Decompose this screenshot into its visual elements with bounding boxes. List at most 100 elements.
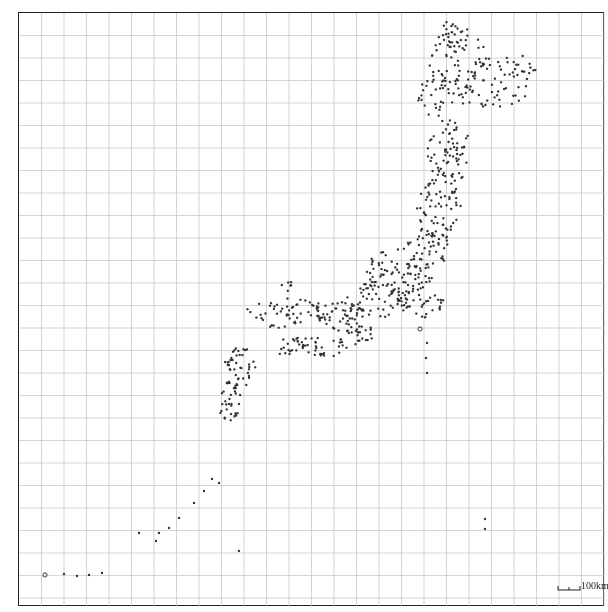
- station-dot: [377, 285, 380, 289]
- station-dot: [448, 132, 452, 135]
- station-dot: [396, 302, 399, 306]
- station-dot: [233, 390, 237, 393]
- station-dot: [356, 334, 359, 337]
- station-dot: [444, 154, 447, 157]
- station-dot: [436, 221, 439, 225]
- station-dot: [409, 241, 412, 244]
- station-dot: [340, 340, 344, 344]
- station-dot: [431, 54, 434, 57]
- station-dot: [273, 305, 276, 308]
- station-dot: [319, 317, 322, 320]
- station-dot: [474, 61, 477, 64]
- station-dot: [234, 373, 237, 377]
- station-dot: [534, 68, 537, 72]
- station-dot: [326, 313, 329, 316]
- station-dot: [445, 28, 448, 31]
- station-dot: [435, 49, 438, 52]
- station-dot: [381, 283, 385, 287]
- station-dot: [421, 286, 425, 289]
- station-dot: [512, 94, 515, 98]
- station-dot: [471, 89, 474, 93]
- station-dot: [445, 54, 448, 58]
- station-dot: [521, 54, 524, 58]
- station-dot: [344, 309, 347, 312]
- station-dot: [427, 184, 430, 187]
- station-dot: [440, 257, 443, 260]
- station-dot: [450, 207, 453, 211]
- station-dot: [473, 71, 477, 74]
- station-dot: [239, 366, 242, 369]
- station-dot: [453, 50, 456, 53]
- station-dot: [346, 296, 349, 299]
- station-dot: [430, 276, 433, 280]
- station-dot: [385, 284, 388, 287]
- station-dot: [436, 298, 440, 301]
- station-dot: [432, 222, 435, 225]
- station-dot: [419, 269, 422, 272]
- station-dot: [431, 262, 435, 265]
- station-dot: [393, 288, 396, 291]
- station-dot: [431, 240, 435, 243]
- station-dot: [369, 326, 372, 329]
- station-dot: [437, 202, 441, 205]
- station-dot: [246, 371, 250, 375]
- station-dot: [307, 310, 310, 314]
- station-dot: [402, 304, 406, 307]
- station-dot: [374, 280, 377, 284]
- station-dot: [396, 297, 399, 300]
- station-dot: [429, 159, 432, 163]
- station-dot: [291, 338, 295, 341]
- station-dot: [278, 352, 281, 356]
- station-dot: [370, 263, 374, 266]
- station-dot: [229, 368, 232, 372]
- station-dot: [304, 344, 307, 347]
- station-dot: [325, 322, 328, 326]
- station-dot: [422, 211, 426, 215]
- station-dot: [482, 63, 486, 66]
- station-dot: [285, 314, 288, 317]
- station-dot: [291, 305, 295, 309]
- station-dot: [438, 42, 442, 46]
- station-dot: [463, 48, 466, 51]
- station-dot: [235, 361, 238, 365]
- station-dot: [420, 281, 423, 284]
- station-dot: [397, 271, 401, 274]
- station-dot: [396, 262, 399, 266]
- station-dot: [460, 176, 463, 180]
- station-dot: [460, 93, 463, 96]
- station-dot: [460, 146, 464, 149]
- station-dot: [430, 199, 433, 202]
- station-dot: [298, 343, 301, 346]
- station-dot: [438, 305, 442, 308]
- station-dot: [349, 309, 352, 313]
- station-dot: [355, 314, 358, 317]
- station-dot: [282, 346, 285, 349]
- station-dot: [512, 60, 515, 64]
- station-dot: [438, 87, 442, 90]
- station-dot: [448, 197, 451, 201]
- station-dot: [426, 195, 429, 199]
- station-dot: [362, 288, 365, 292]
- station-dot: [229, 419, 232, 422]
- station-dot: [237, 349, 240, 353]
- station-dot: [401, 291, 404, 295]
- station-dot: [427, 277, 431, 280]
- station-dot: [358, 307, 361, 310]
- station-dot: [455, 148, 458, 152]
- station-dot: [371, 275, 374, 279]
- station-dot: [499, 81, 503, 84]
- station-dot: [417, 235, 421, 238]
- station-dot: [442, 24, 445, 27]
- station-dot: [418, 267, 422, 270]
- station-dot: [202, 489, 206, 493]
- station-dot: [343, 313, 347, 316]
- station-dot: [377, 262, 380, 265]
- station-dot: [510, 102, 514, 106]
- station-dot: [445, 69, 448, 73]
- station-dot: [442, 259, 446, 262]
- station-dot: [390, 260, 393, 263]
- station-dot: [441, 34, 445, 37]
- station-dot: [515, 63, 518, 66]
- station-dot: [425, 84, 428, 88]
- station-dot: [62, 572, 66, 576]
